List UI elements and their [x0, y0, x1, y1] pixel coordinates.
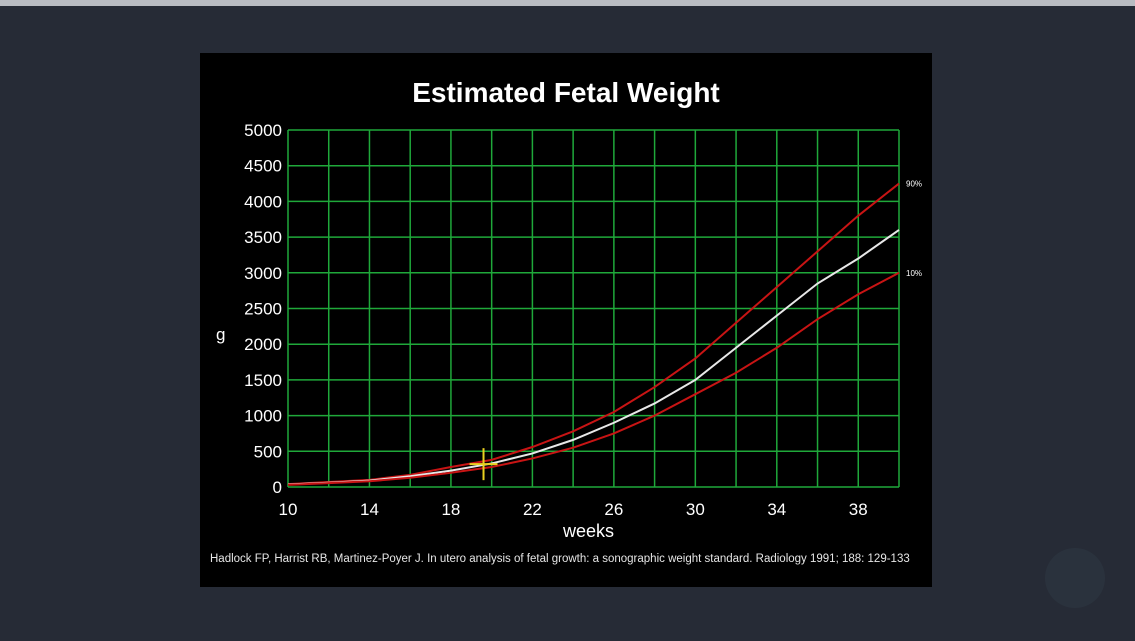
y-tick-label: 1000 [244, 407, 282, 426]
x-tick-label: 14 [360, 500, 379, 519]
y-tick-label: 5000 [244, 121, 282, 140]
x-tick-label: 34 [767, 500, 786, 519]
x-axis-label: weeks [562, 521, 614, 541]
x-tick-label: 10 [279, 500, 298, 519]
y-tick-label: 500 [254, 442, 282, 461]
chart: Estimated Fetal Weight 0 500 1000 1500 2000 25… [216, 77, 922, 541]
series-label: 90% [906, 180, 922, 189]
x-tick-label: 18 [441, 500, 460, 519]
y-tick-label: 2000 [244, 335, 282, 354]
series-label: 10% [906, 269, 922, 278]
x-tick-label: 30 [686, 500, 705, 519]
x-tick-label: 26 [604, 500, 623, 519]
y-tick-label: 4000 [244, 192, 282, 211]
chart-title: Estimated Fetal Weight [412, 77, 720, 108]
series-line-median [287, 229, 900, 486]
series-line-90% [287, 182, 900, 486]
y-tick-label: 2500 [244, 300, 282, 319]
citation: Hadlock FP, Harrist RB, Martinez-Poyer J… [210, 553, 910, 565]
y-tick-label: 4500 [244, 157, 282, 176]
top-bar [0, 0, 1135, 6]
series-line-10% [287, 271, 900, 486]
y-tick-label: 1500 [244, 371, 282, 390]
floating-button[interactable] [1045, 548, 1105, 608]
y-tick-label: 0 [273, 478, 282, 497]
y-axis-label: g [216, 325, 225, 344]
y-tick-label: 3500 [244, 228, 282, 247]
x-tick-label: 22 [523, 500, 542, 519]
slide-image: Estimated Fetal Weight 0 500 1000 1500 2000 25… [200, 53, 932, 587]
x-tick-label: 38 [849, 500, 868, 519]
y-tick-label: 3000 [244, 264, 282, 283]
